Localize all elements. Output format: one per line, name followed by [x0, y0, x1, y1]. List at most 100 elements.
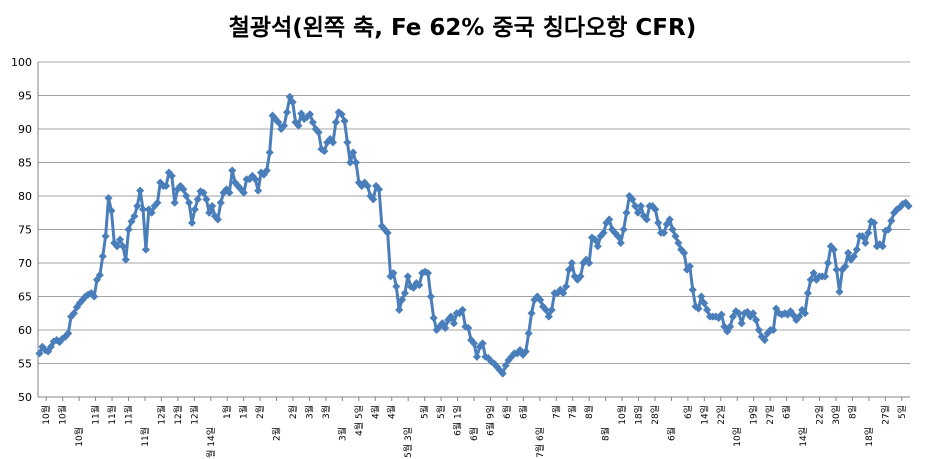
- data-point: [167, 171, 176, 181]
- x-tick-label: 6월 1일: [452, 405, 464, 436]
- x-tick-label: 8일: [847, 405, 858, 419]
- data-point: [403, 272, 412, 281]
- data-point: [161, 181, 171, 191]
- data-point: [118, 242, 128, 251]
- series-line-layer: [38, 95, 910, 376]
- data-point: [294, 121, 303, 130]
- data-point: [521, 347, 530, 356]
- data-point: [665, 215, 674, 224]
- data-point: [835, 287, 844, 296]
- data-point: [878, 242, 887, 251]
- x-tick-label: 12월: [172, 405, 184, 425]
- data-point: [205, 208, 214, 217]
- data-point: [841, 262, 850, 271]
- x-tick-label: 10월: [57, 405, 69, 425]
- data-point: [734, 309, 743, 318]
- data-point: [887, 216, 896, 225]
- x-tick-label: 7월: [550, 405, 562, 419]
- data-point: [314, 128, 323, 137]
- data-point: [64, 329, 73, 338]
- data-point: [651, 205, 660, 214]
- data-point: [141, 245, 151, 254]
- data-point: [308, 118, 317, 127]
- x-tick-label: 28일: [650, 405, 661, 425]
- data-point: [130, 211, 139, 221]
- x-tick-label: 5월: [419, 405, 431, 419]
- data-point: [343, 138, 352, 147]
- data-point: [688, 285, 697, 294]
- y-tick-label: 50: [18, 391, 32, 404]
- chart-title: 철광석(왼쪽 축, Fe 62% 중국 칭다오항 CFR): [228, 15, 697, 41]
- x-tick-label: 6월 9일: [484, 405, 496, 436]
- data-point: [864, 228, 873, 238]
- x-tick-label: 2월: [287, 405, 299, 419]
- data-point: [820, 272, 830, 281]
- data-point: [498, 369, 507, 378]
- data-point: [559, 288, 568, 298]
- data-point: [121, 255, 130, 264]
- x-tick-label: 5월: [435, 405, 447, 419]
- data-point: [115, 235, 125, 244]
- x-tick-label: 30일: [831, 405, 842, 425]
- x-tick-label: 5월 3일: [402, 427, 414, 458]
- data-point: [95, 270, 105, 280]
- x-tick-label: 18일: [864, 427, 875, 447]
- data-point: [262, 166, 271, 175]
- data-point: [328, 138, 338, 147]
- x-tick-label: 6월: [665, 427, 677, 441]
- data-point: [561, 282, 571, 291]
- axes: [37, 62, 910, 401]
- data-point: [254, 186, 263, 195]
- x-tick-label: 3월: [320, 405, 332, 419]
- data-point: [89, 292, 99, 301]
- data-point: [754, 325, 764, 335]
- data-point: [133, 201, 142, 211]
- data-point: [112, 242, 122, 251]
- data-point: [389, 268, 398, 278]
- data-point: [769, 325, 778, 335]
- data-point: [668, 225, 677, 234]
- data-point: [613, 232, 623, 241]
- x-tick-label: 27일: [880, 405, 891, 425]
- y-tick-label: 85: [18, 157, 32, 170]
- data-point: [426, 292, 435, 301]
- x-tick-label: 1월 14일: [205, 427, 217, 459]
- x-tick-label: 22일: [815, 405, 826, 425]
- data-point: [265, 148, 274, 157]
- data-point: [441, 323, 450, 333]
- x-tick-label: 6일: [683, 405, 694, 419]
- data-point: [239, 188, 248, 197]
- data-point: [616, 238, 625, 248]
- data-point: [524, 329, 533, 338]
- data-point: [446, 312, 456, 321]
- data-point: [671, 232, 680, 241]
- data-point: [107, 206, 116, 215]
- data-point: [369, 195, 378, 204]
- data-point: [46, 342, 56, 351]
- data-point: [737, 319, 746, 328]
- data-point: [127, 217, 136, 226]
- data-point: [725, 322, 735, 331]
- data-point: [717, 310, 726, 319]
- x-tick-label: 14일: [798, 427, 809, 447]
- grid-lines: [38, 61, 910, 364]
- data-point: [527, 309, 536, 318]
- x-tick-label: 10월: [616, 405, 628, 425]
- data-point: [697, 292, 706, 301]
- data-point: [869, 218, 879, 227]
- data-point: [228, 166, 237, 175]
- x-tick-label: 12월: [155, 405, 167, 425]
- data-point: [207, 201, 217, 211]
- data-point: [478, 339, 487, 348]
- data-point: [363, 181, 372, 191]
- data-point: [337, 110, 346, 119]
- data-point: [829, 245, 838, 254]
- x-tick-label: 19일: [749, 405, 760, 425]
- x-tick-label: 4월 5일: [353, 405, 365, 436]
- data-point: [400, 288, 410, 298]
- data-point: [69, 309, 79, 318]
- x-tick-label: 2월: [271, 427, 283, 441]
- x-tick-label: 6월: [781, 405, 793, 419]
- data-point: [674, 238, 683, 248]
- data-point: [104, 193, 113, 203]
